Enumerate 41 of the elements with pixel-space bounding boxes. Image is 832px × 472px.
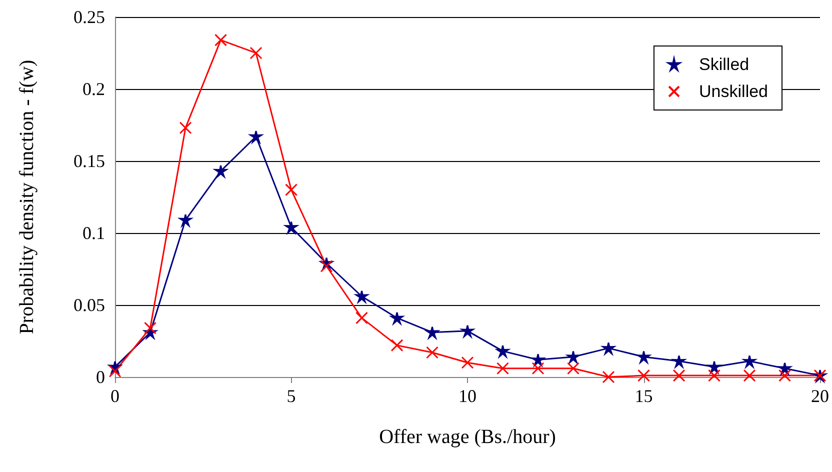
point [602, 370, 615, 384]
x-tick-label: 5 [286, 386, 296, 406]
point [461, 324, 474, 338]
point [532, 362, 544, 375]
point [743, 354, 756, 368]
y-tick-label: 0.1 [82, 223, 105, 243]
legend-label: Skilled [699, 55, 750, 74]
x-axis-title: Offer wage (Bs./hour) [379, 426, 556, 448]
point [320, 260, 333, 272]
x-tick-label: 0 [110, 386, 120, 406]
point [426, 346, 438, 359]
point [638, 369, 650, 382]
y-tick-label: 0.15 [74, 151, 105, 171]
legend-label: Unskilled [699, 82, 768, 101]
point [250, 130, 262, 143]
point [672, 369, 686, 382]
point [214, 34, 227, 46]
y-tick-label: 0 [96, 367, 105, 387]
y-tick-label: 0.25 [74, 7, 105, 27]
point [390, 312, 404, 324]
point [567, 362, 580, 375]
point [179, 122, 192, 134]
point [778, 369, 791, 382]
x-tick-label: 20 [811, 386, 829, 406]
point [108, 364, 122, 378]
point [390, 339, 404, 352]
point [285, 184, 298, 196]
x-tick-label: 15 [634, 386, 653, 406]
point [461, 356, 474, 369]
y-tick-label: 0.05 [74, 295, 105, 315]
point [496, 362, 509, 375]
point [532, 353, 544, 366]
point [708, 369, 720, 382]
point [250, 46, 262, 60]
point [356, 312, 368, 324]
y-axis-title: Probability density function - f(w) [16, 60, 38, 334]
point [743, 369, 756, 382]
x-tick-label: 10 [458, 386, 476, 406]
point [672, 354, 686, 368]
point [179, 214, 192, 226]
y-tick-label: 0.2 [82, 79, 105, 99]
